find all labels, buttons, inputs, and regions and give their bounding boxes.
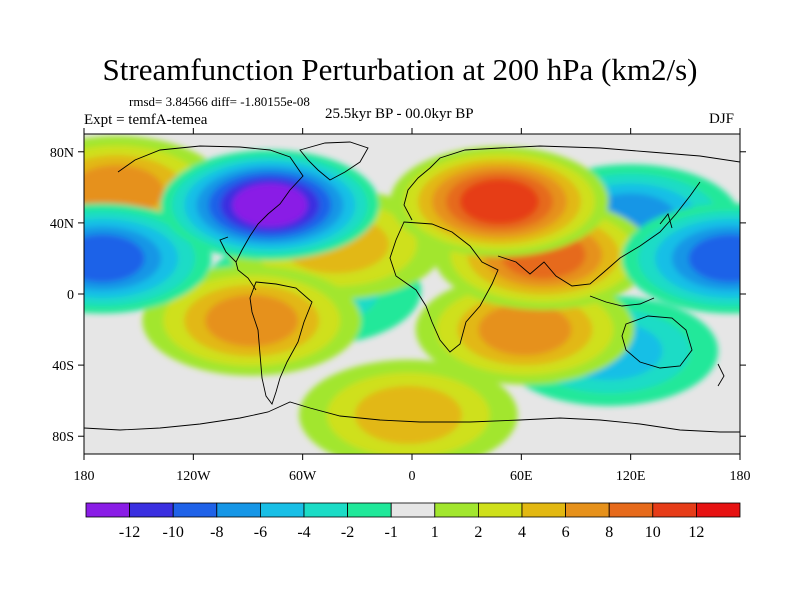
europe-coast — [403, 145, 740, 221]
y-tick-label: 80N — [50, 146, 74, 161]
contour-band — [232, 183, 308, 227]
colorbar-label: 4 — [518, 524, 526, 541]
x-tick-label: 60E — [510, 469, 533, 484]
contour-band — [354, 385, 462, 444]
north-america-coast — [117, 145, 304, 291]
colorbar-label: -2 — [341, 524, 354, 541]
contour-band — [688, 234, 740, 283]
anomaly-south-pacific-high — [142, 265, 361, 376]
antarctica-coast — [84, 401, 740, 433]
contour-band — [478, 303, 572, 356]
gulf-of-mexico-coast — [219, 236, 237, 263]
colorbar-label: 12 — [688, 524, 704, 541]
colorbar-label: 8 — [605, 524, 613, 541]
africa-coast — [389, 221, 499, 353]
colorbar-swatch — [521, 502, 566, 518]
colorbar: -12 -10 -8 -6 -4 -2 -1 1 2 4 6 8 10 12 — [85, 502, 741, 541]
anomaly-southern-high — [299, 359, 518, 454]
colorbar-swatch — [390, 502, 436, 518]
stats-label: rmsd= 3.84566 diff= -1.80155e-08 — [129, 94, 310, 109]
season-label: DJF — [709, 111, 735, 127]
contour-band — [84, 234, 145, 283]
axis-ticks: 180 120W 60W 0 60E 120E 180 80N 40N 0 40S 80S — [50, 128, 751, 484]
x-tick-label: 0 — [409, 469, 416, 484]
y-tick-label: 0 — [67, 288, 74, 303]
x-tick-label: 60W — [289, 469, 317, 484]
plot-area: 180 120W 60W 0 60E 120E 180 80N 40N 0 40S 80S — [50, 128, 751, 484]
colorbar-swatch — [85, 502, 130, 518]
y-tick-label: 80S — [52, 430, 74, 445]
greenland-coast — [299, 141, 369, 181]
colorbar-swatch — [434, 502, 479, 518]
colorbar-label: -6 — [254, 524, 267, 541]
anomaly-north-atlantic-low — [160, 150, 380, 261]
japan-coast — [659, 213, 673, 229]
x-tick-label: 180 — [730, 469, 751, 484]
colorbar-swatch — [696, 502, 741, 518]
colorbar-label: -1 — [385, 524, 398, 541]
colorbar-label: 2 — [474, 524, 482, 541]
south-america-coast — [249, 281, 313, 405]
colorbar-swatch — [608, 502, 654, 518]
colorbar-swatch — [129, 502, 174, 518]
indonesia-coast — [589, 295, 655, 307]
colorbar-swatch — [652, 502, 697, 518]
period-label: 25.5kyr BP - 00.0kyr BP — [325, 106, 474, 122]
colorbar-label: 1 — [431, 524, 439, 541]
x-tick-label: 120W — [176, 469, 211, 484]
colorbar-swatch — [259, 502, 305, 518]
colorbar-swatch — [477, 502, 523, 518]
colorbar-label: -10 — [163, 524, 184, 541]
y-tick-label: 40N — [50, 217, 74, 232]
chart-title: Streamfunction Perturbation at 200 hPa (… — [102, 52, 698, 87]
anomaly-east-pacific-low — [621, 203, 740, 314]
colorbar-label: 10 — [645, 524, 661, 541]
colorbar-swatch — [303, 502, 348, 518]
colorbar-swatch — [347, 502, 392, 518]
new-zealand-coast — [717, 363, 725, 387]
asia-south-coast — [497, 181, 701, 287]
contour-band — [459, 179, 539, 225]
colorbar-label: -12 — [119, 524, 140, 541]
colorbar-label: -4 — [297, 524, 310, 541]
colorbar-label: 6 — [562, 524, 570, 541]
colorbar-swatch — [172, 502, 218, 518]
coastlines — [84, 141, 740, 433]
x-tick-label: 120E — [616, 469, 646, 484]
colorbar-swatch — [565, 502, 610, 518]
australia-coast — [621, 315, 693, 369]
colorbar-swatch — [216, 502, 261, 518]
colorbar-label: -8 — [210, 524, 223, 541]
x-tick-label: 180 — [74, 469, 95, 484]
contour-band — [205, 294, 299, 347]
experiment-label: Expt = temfA-temea — [84, 112, 208, 128]
anomaly-eurasia-high — [390, 146, 609, 257]
y-tick-label: 40S — [52, 359, 74, 374]
